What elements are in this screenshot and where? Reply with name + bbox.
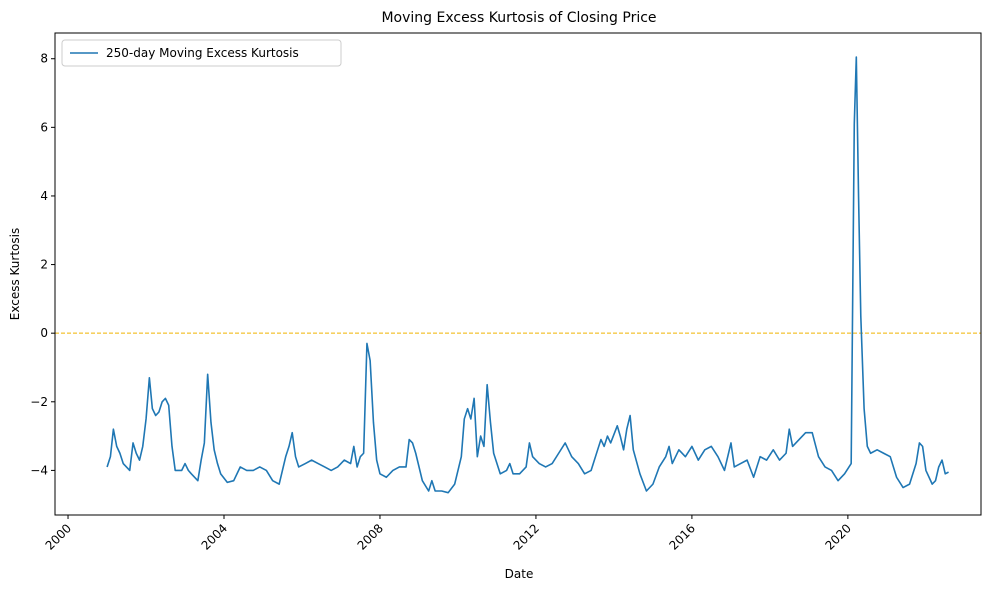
- x-axis-label: Date: [505, 567, 534, 581]
- y-tick-label: −2: [30, 395, 48, 409]
- y-tick-label: 4: [40, 189, 48, 203]
- y-axis-label: Excess Kurtosis: [8, 228, 22, 320]
- y-tick-label: 2: [40, 258, 48, 272]
- plot-area-frame: [54, 32, 982, 516]
- y-tick-label: 6: [40, 120, 48, 134]
- legend-entry-label: 250-day Moving Excess Kurtosis: [106, 46, 299, 60]
- series-line-0: [106, 56, 949, 494]
- y-tick-label: 0: [40, 326, 48, 340]
- y-tick-label: 8: [40, 52, 48, 66]
- chart-title: Moving Excess Kurtosis of Closing Price: [381, 10, 656, 26]
- legend: 250-day Moving Excess Kurtosis: [61, 39, 342, 67]
- legend-box: [61, 39, 342, 67]
- y-tick-label: −4: [30, 463, 48, 477]
